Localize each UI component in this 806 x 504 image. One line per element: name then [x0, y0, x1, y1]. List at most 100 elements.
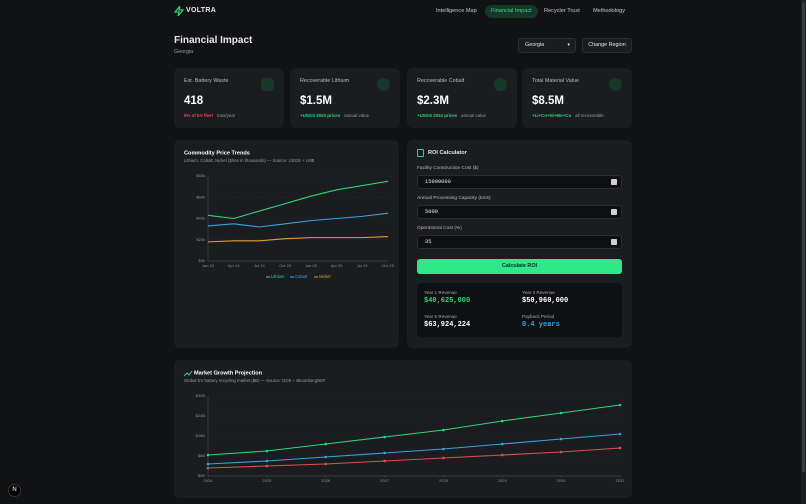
change-region-button[interactable]: Change Region — [582, 38, 632, 53]
nav-link[interactable]: Intelligence Map — [436, 8, 477, 14]
y-tick-label: $32B — [196, 393, 206, 398]
field-input[interactable]: 5000 — [417, 205, 622, 219]
y-tick-label: $20k — [196, 237, 205, 242]
data-point — [559, 450, 563, 454]
data-point — [500, 453, 504, 457]
stat-note-text: tons/year — [217, 113, 236, 118]
price-chart: Commodity Price Trends Lithium, Cobalt, N… — [184, 150, 395, 279]
legend-label: Nickel — [319, 274, 330, 279]
field-label: Annual Processing Capacity (tons) — [417, 196, 491, 201]
y-tick-label: $16B — [196, 433, 206, 438]
result-label: Year 3 Revenue — [522, 290, 555, 295]
x-tick-label: 2028 — [439, 478, 449, 483]
stat-icon — [494, 78, 507, 91]
stat-card: Est. Battery Waste 418 8% of EV fleet tons/… — [174, 68, 284, 128]
spinner — [611, 239, 617, 245]
field-value: 5000 — [425, 209, 438, 215]
dev-badge[interactable]: N — [8, 484, 21, 497]
data-point — [383, 435, 386, 439]
data-point — [206, 466, 210, 470]
data-point — [265, 449, 269, 453]
result-label: Payback Period — [522, 314, 555, 319]
result-label: Year 5 Revenue — [424, 314, 457, 319]
stat-highlight: +Li+Co+Ni+Mn+Cu — [532, 113, 572, 118]
calculate-label: Calculate ROI — [501, 263, 538, 269]
region-select[interactable]: Georgia ▾ — [518, 38, 576, 53]
y-tick-label: $0k — [199, 258, 205, 263]
legend-label: Cobalt — [295, 274, 308, 279]
title-icon — [183, 370, 193, 377]
stat-label: Total Material Value — [532, 78, 579, 84]
nav-link[interactable]: Methodology — [593, 8, 626, 14]
field-input[interactable]: 35 — [417, 235, 622, 249]
data-point — [383, 459, 386, 463]
x-tick-label: Oct 25 — [382, 263, 395, 268]
x-tick-label: 2024 — [204, 478, 214, 483]
logo-icon — [174, 6, 184, 16]
stat-value: $8.5M — [532, 95, 564, 107]
data-point — [442, 456, 445, 460]
chart-subtitle: Global EV battery recycling market ($B) … — [184, 378, 326, 383]
logo[interactable]: VOLTRA — [186, 7, 217, 14]
series-line — [207, 433, 621, 465]
x-tick-label: Jul 25 — [357, 263, 368, 268]
data-point — [500, 442, 504, 446]
calculate-button[interactable]: Calculate ROI — [417, 259, 622, 274]
results-box — [417, 283, 622, 337]
x-tick-label: 2031 — [616, 478, 626, 483]
data-point — [324, 462, 328, 466]
page-title: Financial Impact — [174, 35, 253, 46]
spinner — [611, 209, 617, 215]
data-point — [442, 447, 445, 451]
result-label: Year 1 Revenue — [424, 290, 457, 295]
data-point — [618, 403, 622, 407]
stat-label: Recoverable Cobalt — [417, 78, 465, 84]
scrollbar — [801, 0, 806, 504]
result-value: $63,924,224 — [424, 321, 471, 329]
spinner — [611, 179, 617, 185]
stat-note: +USGS 2024 prices annual value — [300, 113, 369, 118]
region-label: Georgia — [174, 49, 194, 55]
nav-link[interactable]: Financial Impact — [485, 5, 538, 18]
chart-subtitle: Lithium, Cobalt, Nickel ($/ton in thousa… — [184, 158, 315, 163]
field-value: 15000000 — [425, 179, 451, 185]
field-input[interactable]: 15000000 — [417, 175, 622, 189]
stat-icon — [377, 78, 390, 91]
stat-label: Recoverable Lithium — [300, 78, 350, 84]
result-value: 0.4 years — [522, 321, 560, 329]
y-tick-label: $24B — [196, 413, 206, 418]
data-point — [559, 437, 563, 441]
stat-card: Total Material Value $8.5M +Li+Co+Ni+Mn+Cu… — [522, 68, 632, 128]
y-tick-label: $60k — [196, 194, 205, 199]
series-line — [207, 447, 621, 469]
x-tick-label: 2027 — [380, 478, 390, 483]
market-panel — [174, 360, 632, 498]
price-panel — [174, 140, 399, 348]
x-tick-label: Apr 24 — [228, 263, 241, 268]
nav-link[interactable]: Recycler Trust — [544, 8, 580, 14]
result-value: $50,960,000 — [522, 297, 569, 305]
chart-title: Commodity Price Trends — [184, 150, 250, 156]
data-point — [324, 455, 328, 459]
y-tick-label: $8B — [198, 453, 205, 458]
stat-note: +USGS 2024 prices annual value — [417, 113, 486, 118]
x-tick-label: Jul 24 — [254, 263, 265, 268]
data-point — [383, 451, 386, 455]
series-line — [207, 404, 621, 456]
field-label: Operational Cost (%) — [417, 226, 462, 231]
stat-note-text: annual value — [461, 113, 487, 118]
x-tick-label: Apr 25 — [331, 263, 344, 268]
stat-note: +Li+Co+Ni+Mn+Cu all recoverable — [532, 113, 604, 118]
x-tick-label: 2030 — [557, 478, 567, 483]
data-point — [442, 428, 445, 432]
x-tick-label: Jan 25 — [305, 263, 318, 268]
data-point — [265, 464, 269, 468]
roi-title: ROI Calculator — [428, 150, 467, 156]
stat-card: Recoverable Lithium $1.5M +USGS 2024 price… — [290, 68, 400, 128]
data-point — [206, 453, 210, 457]
chart-title: Market Growth Projection — [194, 370, 263, 376]
series-line — [207, 212, 389, 228]
field-value: 35 — [425, 239, 432, 245]
x-tick-label: 2029 — [498, 478, 508, 483]
